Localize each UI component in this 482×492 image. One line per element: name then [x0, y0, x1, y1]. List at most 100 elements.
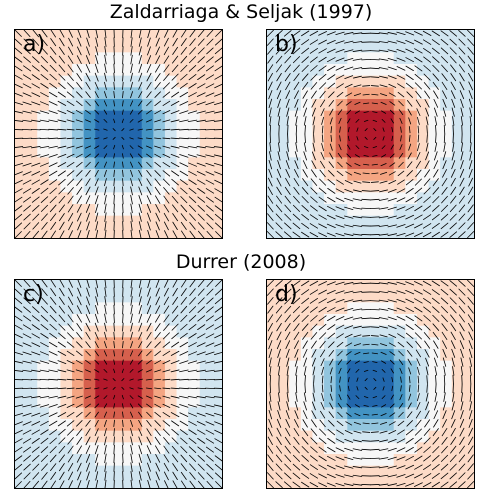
vector-glyph — [468, 427, 473, 437]
field-cell — [324, 337, 337, 350]
vector-glyph — [408, 376, 411, 384]
vector-glyph — [284, 204, 292, 213]
vector-glyph — [94, 195, 99, 205]
vector-glyph — [352, 308, 363, 311]
field-cell — [153, 227, 166, 239]
field-cell — [335, 384, 348, 397]
vector-glyph — [67, 204, 74, 213]
vector-glyph — [187, 387, 198, 390]
vector-glyph — [320, 349, 326, 358]
vector-glyph — [432, 178, 439, 187]
vector-glyph — [180, 64, 188, 72]
vector-glyph — [267, 213, 274, 221]
field-cell — [199, 122, 212, 135]
vector-glyph — [66, 100, 75, 106]
vector-glyph — [442, 348, 447, 358]
vector-glyph — [14, 429, 23, 435]
vector-glyph — [352, 216, 363, 219]
field-cell — [83, 29, 96, 42]
vector-glyph — [397, 341, 405, 348]
field-cell — [266, 215, 279, 228]
vector-glyph — [292, 38, 301, 46]
field-cell — [358, 454, 371, 467]
vector-glyph — [406, 91, 413, 98]
vector-glyph — [32, 213, 40, 221]
vector-glyph — [49, 341, 58, 348]
vector-glyph — [327, 315, 336, 322]
vector-glyph — [313, 125, 315, 135]
field-cell — [14, 419, 27, 432]
vector-glyph — [423, 73, 431, 81]
vector-glyph — [164, 29, 169, 38]
vector-glyph — [196, 360, 206, 364]
vector-glyph — [443, 133, 446, 144]
vector-glyph — [459, 427, 465, 437]
vector-glyph — [443, 374, 446, 385]
vector-glyph — [387, 224, 397, 228]
vector-glyph — [310, 187, 318, 195]
field-cell — [14, 325, 27, 338]
field-cell — [199, 384, 212, 397]
field-cell — [335, 395, 348, 408]
vector-glyph — [41, 288, 48, 296]
vector-glyph — [50, 221, 57, 230]
vector-glyph — [431, 231, 440, 238]
vector-glyph — [154, 153, 162, 158]
field-cell — [370, 204, 383, 217]
vector-glyph — [451, 107, 455, 117]
vector-glyph — [187, 110, 198, 114]
vector-glyph — [154, 411, 161, 418]
vector-glyph — [266, 231, 274, 239]
vector-glyph — [14, 288, 22, 296]
vector-glyph — [294, 340, 299, 349]
field-cell — [211, 75, 223, 88]
vector-glyph — [328, 420, 335, 427]
vector-glyph — [23, 213, 31, 221]
vector-glyph — [196, 171, 206, 176]
vector-glyph — [130, 296, 133, 306]
vector-glyph — [138, 100, 143, 107]
vector-glyph — [162, 412, 171, 418]
field-cell — [153, 407, 166, 420]
polarization-map-d — [266, 279, 475, 489]
vector-glyph — [405, 74, 414, 81]
vector-glyphs — [266, 279, 475, 489]
field-cell — [60, 99, 73, 112]
vector-glyph — [14, 162, 23, 167]
vector-glyph — [130, 29, 133, 39]
vector-glyph — [380, 413, 387, 417]
vector-glyph — [215, 29, 223, 37]
field-cell — [289, 465, 302, 478]
vector-glyph — [57, 360, 67, 365]
field-cell — [153, 349, 166, 362]
field-cell — [118, 430, 131, 443]
vector-glyph — [104, 91, 107, 99]
vector-glyph — [94, 119, 100, 123]
vector-glyph — [414, 473, 423, 479]
vector-glyph — [468, 410, 473, 420]
field-cell — [72, 384, 85, 397]
vector-glyph — [417, 366, 420, 375]
field-cell — [382, 454, 395, 467]
vector-glyph — [122, 186, 124, 196]
field-cell — [347, 442, 360, 455]
vector-glyph — [68, 296, 74, 306]
vector-glyph — [94, 100, 99, 107]
field-cell — [176, 215, 189, 228]
vector-glyph — [50, 480, 56, 489]
vector-glyph — [302, 178, 309, 187]
vector-glyph — [301, 30, 310, 37]
vector-glyph — [40, 315, 49, 322]
vector-glyph — [162, 145, 171, 149]
vector-glyph — [425, 357, 430, 367]
field-cell — [312, 360, 325, 373]
vector-glyph — [414, 205, 423, 212]
vector-glyph — [378, 207, 389, 210]
field-cell — [440, 122, 453, 135]
vector-glyph — [396, 281, 406, 286]
field-cell — [106, 52, 119, 65]
vector-glyph — [362, 85, 371, 87]
field-cell — [300, 325, 313, 338]
vector-glyph — [310, 323, 318, 331]
vector-glyph — [267, 47, 274, 55]
